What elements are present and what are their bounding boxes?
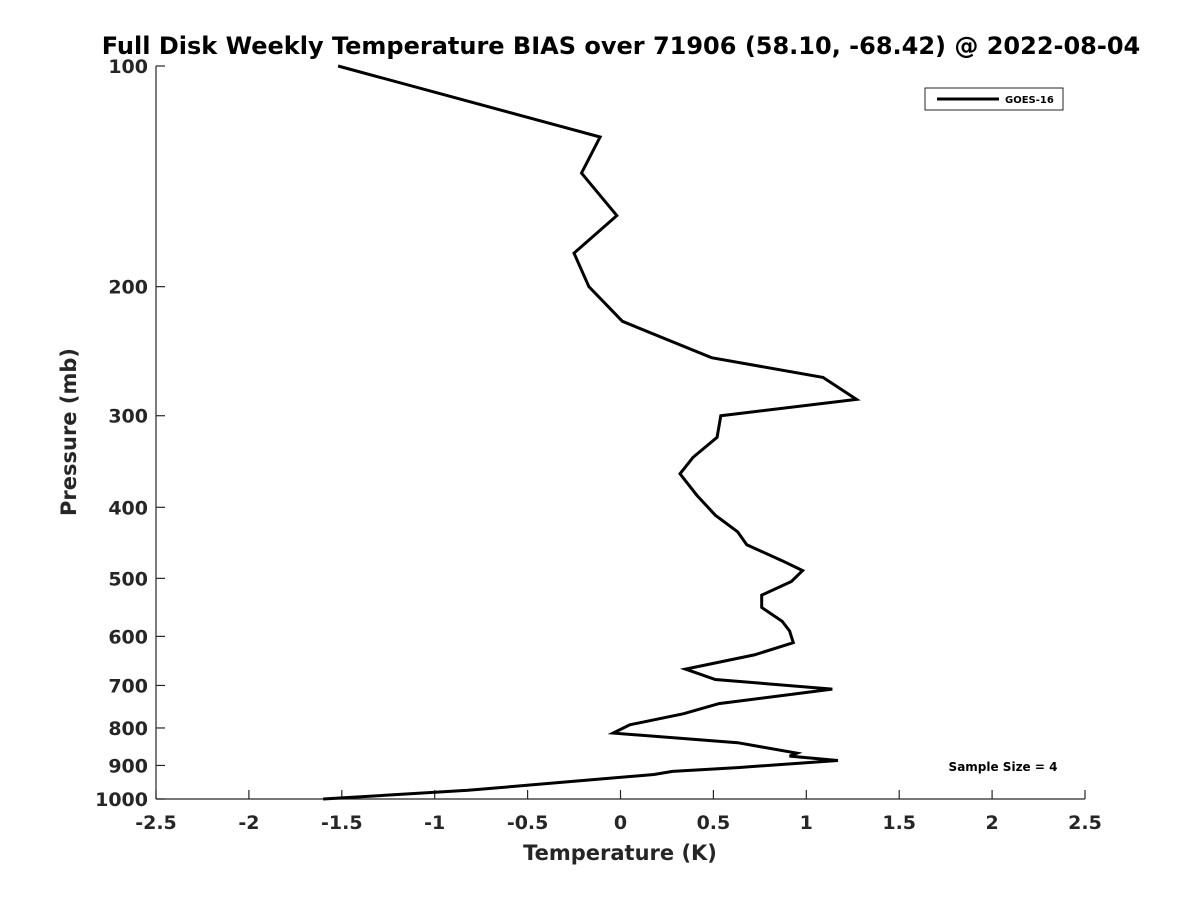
y-tick-label: 100 bbox=[108, 56, 148, 78]
y-tick-label: 900 bbox=[108, 755, 148, 777]
y-tick-label: 1000 bbox=[95, 789, 148, 811]
x-tick-label: 0.5 bbox=[697, 812, 731, 834]
sample-size-annotation: Sample Size = 4 bbox=[949, 760, 1058, 774]
legend-entry-goes-16: GOES-16 bbox=[1005, 95, 1054, 106]
x-tick-label: 2.5 bbox=[1068, 812, 1102, 834]
x-tick-label: -0.5 bbox=[507, 812, 549, 834]
x-axis-label: Temperature (K) bbox=[523, 841, 717, 865]
legend: GOES-16 bbox=[924, 87, 1064, 111]
y-tick-label: 300 bbox=[108, 406, 148, 428]
x-tick-label: -2.5 bbox=[135, 812, 177, 834]
x-tick-label: 2 bbox=[985, 812, 998, 834]
y-tick-label: 800 bbox=[108, 718, 148, 740]
y-tick-label: 600 bbox=[108, 626, 148, 648]
y-axis-ticks: 100 200 300 400 500 600 700 800 900 1000 bbox=[95, 56, 165, 811]
x-tick-label: 1.5 bbox=[882, 812, 916, 834]
x-tick-label: 0 bbox=[614, 812, 627, 834]
series-line-goes-16 bbox=[323, 64, 861, 801]
x-axis-ticks: -2.5 -2 -1.5 -1 -0.5 0 0.5 1 1.5 2 2.5 bbox=[135, 790, 1102, 834]
x-tick-label: -1 bbox=[424, 812, 445, 834]
x-tick-label: -2 bbox=[238, 812, 259, 834]
chart-title: Full Disk Weekly Temperature BIAS over 7… bbox=[102, 32, 1141, 60]
y-tick-label: 500 bbox=[108, 568, 148, 590]
y-axis-label: Pressure (mb) bbox=[57, 348, 81, 516]
y-tick-label: 200 bbox=[108, 277, 148, 299]
y-tick-label: 700 bbox=[108, 675, 148, 697]
x-tick-label: -1.5 bbox=[321, 812, 363, 834]
y-tick-label: 400 bbox=[108, 497, 148, 519]
x-tick-label: 1 bbox=[800, 812, 813, 834]
